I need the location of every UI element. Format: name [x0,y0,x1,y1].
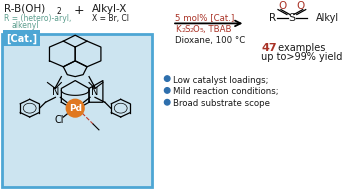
Text: Alkyl-X: Alkyl-X [92,4,127,14]
Circle shape [66,99,84,117]
Text: Mild reaction conditions;: Mild reaction conditions; [173,88,279,96]
Text: O: O [297,1,305,11]
Text: [Cat.]: [Cat.] [6,33,37,43]
Text: Broad substrate scope: Broad substrate scope [173,99,270,108]
FancyBboxPatch shape [2,34,153,187]
Text: S: S [288,13,296,23]
Text: alkenyl: alkenyl [12,21,39,30]
Text: 2: 2 [181,28,185,33]
Text: Cl: Cl [55,115,64,125]
Text: N: N [52,87,59,97]
Circle shape [165,76,170,81]
Text: 5: 5 [200,28,204,33]
Text: X = Br, Cl: X = Br, Cl [92,14,129,22]
Text: R-B(OH): R-B(OH) [4,4,45,14]
Text: Pd: Pd [69,104,82,113]
Text: O: O [279,1,287,11]
Text: Dioxane, 100 °C: Dioxane, 100 °C [175,36,245,45]
Text: +: + [74,4,84,17]
Text: 2: 2 [56,7,61,16]
Text: K: K [175,25,181,34]
Text: N: N [91,87,99,97]
Text: 5 mol% [Cat.]: 5 mol% [Cat.] [175,14,234,22]
Text: 2: 2 [190,28,194,33]
Text: Alkyl: Alkyl [316,13,339,23]
Text: , TBAB: , TBAB [203,25,231,34]
Text: O: O [193,25,200,34]
Text: 47: 47 [261,43,277,53]
Circle shape [165,88,170,93]
Text: R = (hetero)-aryl,: R = (hetero)-aryl, [4,14,71,22]
Text: S: S [184,25,190,34]
Text: R: R [269,13,276,23]
Text: up to>99% yield: up to>99% yield [261,52,343,62]
Text: examples: examples [275,43,325,53]
Circle shape [165,99,170,105]
Text: Low catalyst loadings;: Low catalyst loadings; [173,76,269,85]
